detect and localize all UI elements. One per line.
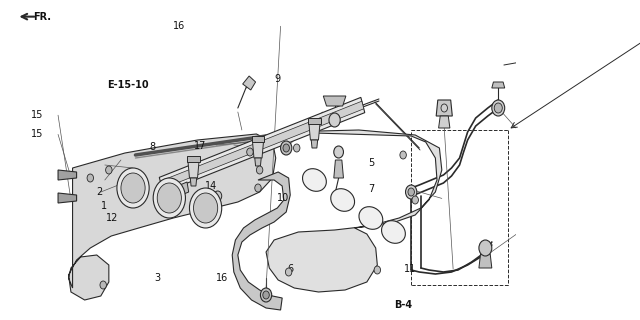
Polygon shape [160, 101, 364, 189]
Polygon shape [308, 122, 320, 140]
Polygon shape [436, 100, 452, 116]
Text: B-4: B-4 [394, 300, 413, 310]
Circle shape [412, 196, 419, 204]
Circle shape [492, 100, 505, 116]
Text: 5: 5 [369, 158, 374, 168]
Text: 1: 1 [101, 201, 108, 212]
Ellipse shape [359, 207, 383, 229]
Text: 16: 16 [216, 273, 228, 284]
Polygon shape [323, 96, 346, 106]
Circle shape [121, 173, 145, 203]
Circle shape [189, 188, 221, 228]
Text: 14: 14 [205, 180, 218, 191]
Text: 9: 9 [275, 74, 281, 84]
Text: 12: 12 [106, 212, 118, 223]
Circle shape [441, 104, 447, 112]
Ellipse shape [303, 169, 326, 191]
Text: 13: 13 [138, 187, 150, 197]
Circle shape [153, 178, 186, 218]
Text: 10: 10 [276, 193, 289, 204]
Polygon shape [232, 172, 291, 310]
Text: 4: 4 [212, 201, 219, 212]
Text: 7: 7 [369, 184, 374, 194]
Polygon shape [311, 140, 317, 148]
Polygon shape [252, 136, 264, 142]
Circle shape [255, 184, 261, 192]
Text: E-15-10: E-15-10 [107, 80, 148, 90]
Circle shape [193, 193, 218, 223]
Circle shape [257, 166, 263, 174]
Polygon shape [479, 254, 492, 268]
Polygon shape [190, 178, 196, 186]
Circle shape [479, 240, 492, 256]
Circle shape [329, 113, 340, 127]
Text: 2: 2 [96, 187, 102, 197]
Ellipse shape [331, 189, 355, 211]
Circle shape [106, 166, 112, 174]
Circle shape [374, 266, 381, 274]
Circle shape [214, 191, 221, 201]
Ellipse shape [381, 221, 405, 243]
Text: 11: 11 [404, 264, 417, 274]
Text: FR.: FR. [33, 12, 51, 22]
Polygon shape [159, 97, 365, 193]
Polygon shape [68, 134, 276, 300]
Polygon shape [58, 193, 77, 203]
Text: 17: 17 [194, 140, 206, 151]
Circle shape [283, 144, 289, 152]
Polygon shape [188, 160, 199, 178]
Text: 3: 3 [154, 273, 161, 284]
Text: 16: 16 [173, 21, 186, 31]
Text: 6: 6 [287, 264, 293, 274]
Circle shape [100, 281, 106, 289]
Text: 8: 8 [149, 141, 156, 152]
Polygon shape [308, 118, 321, 124]
Polygon shape [252, 140, 264, 158]
Circle shape [157, 183, 181, 213]
Circle shape [408, 188, 415, 196]
Polygon shape [58, 170, 77, 180]
Polygon shape [255, 158, 261, 166]
Polygon shape [243, 76, 255, 90]
Polygon shape [177, 182, 189, 196]
Circle shape [87, 174, 93, 182]
Circle shape [406, 185, 417, 199]
Polygon shape [266, 130, 442, 292]
Polygon shape [438, 116, 450, 128]
Circle shape [246, 148, 253, 156]
Circle shape [334, 146, 344, 158]
Circle shape [260, 288, 272, 302]
Circle shape [294, 144, 300, 152]
Circle shape [280, 141, 292, 155]
Text: 15: 15 [31, 129, 44, 140]
Circle shape [494, 103, 502, 113]
Polygon shape [187, 156, 200, 162]
Circle shape [263, 291, 269, 299]
Circle shape [400, 151, 406, 159]
Circle shape [285, 268, 292, 276]
Polygon shape [492, 82, 505, 88]
Polygon shape [334, 160, 344, 178]
Text: 15: 15 [31, 110, 44, 120]
Circle shape [117, 168, 149, 208]
